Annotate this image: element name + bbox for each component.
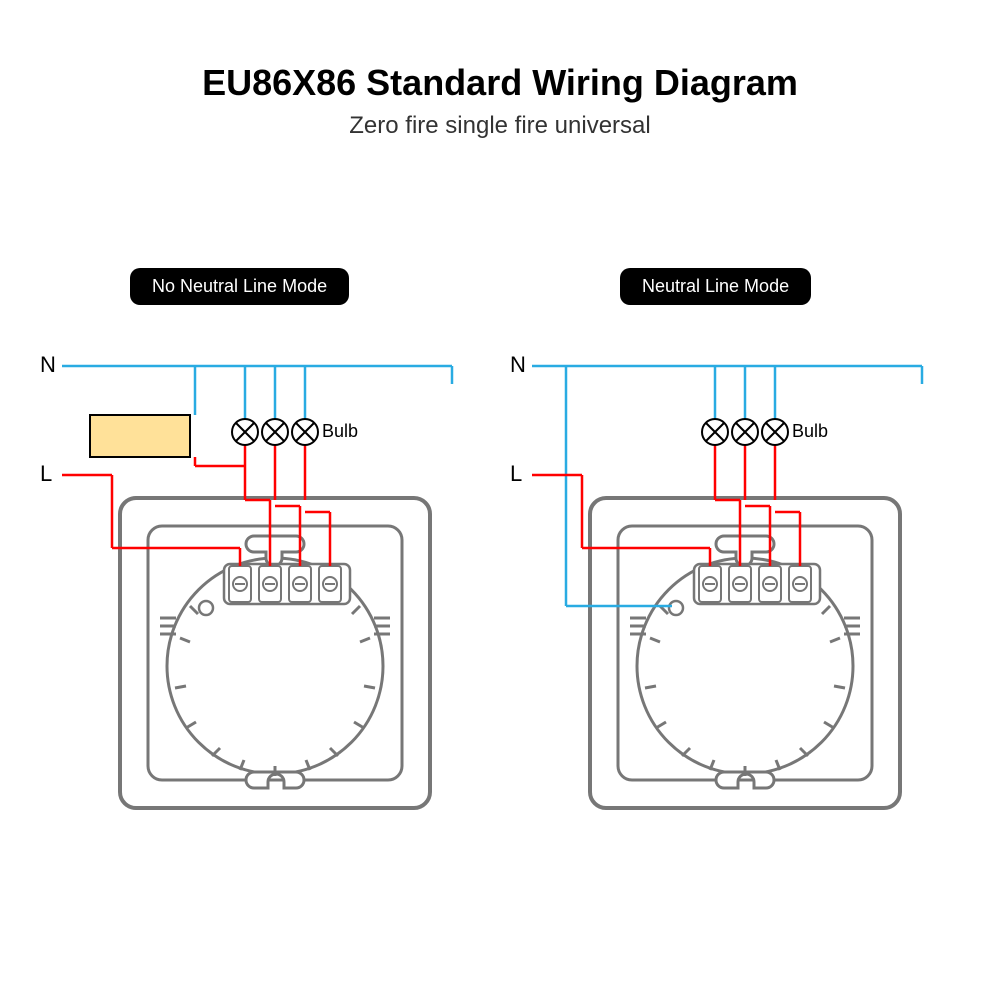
bulb-icon (292, 419, 318, 445)
capacitor-icon (90, 415, 190, 457)
bulb-icon (762, 419, 788, 445)
wiring-diagram-svg (0, 0, 1000, 1000)
diagram-neutral (532, 366, 922, 808)
bulb-icon (732, 419, 758, 445)
bulb-icon (702, 419, 728, 445)
bulb-icon (232, 419, 258, 445)
diagram-no-neutral (62, 366, 452, 808)
bulb-icon (262, 419, 288, 445)
